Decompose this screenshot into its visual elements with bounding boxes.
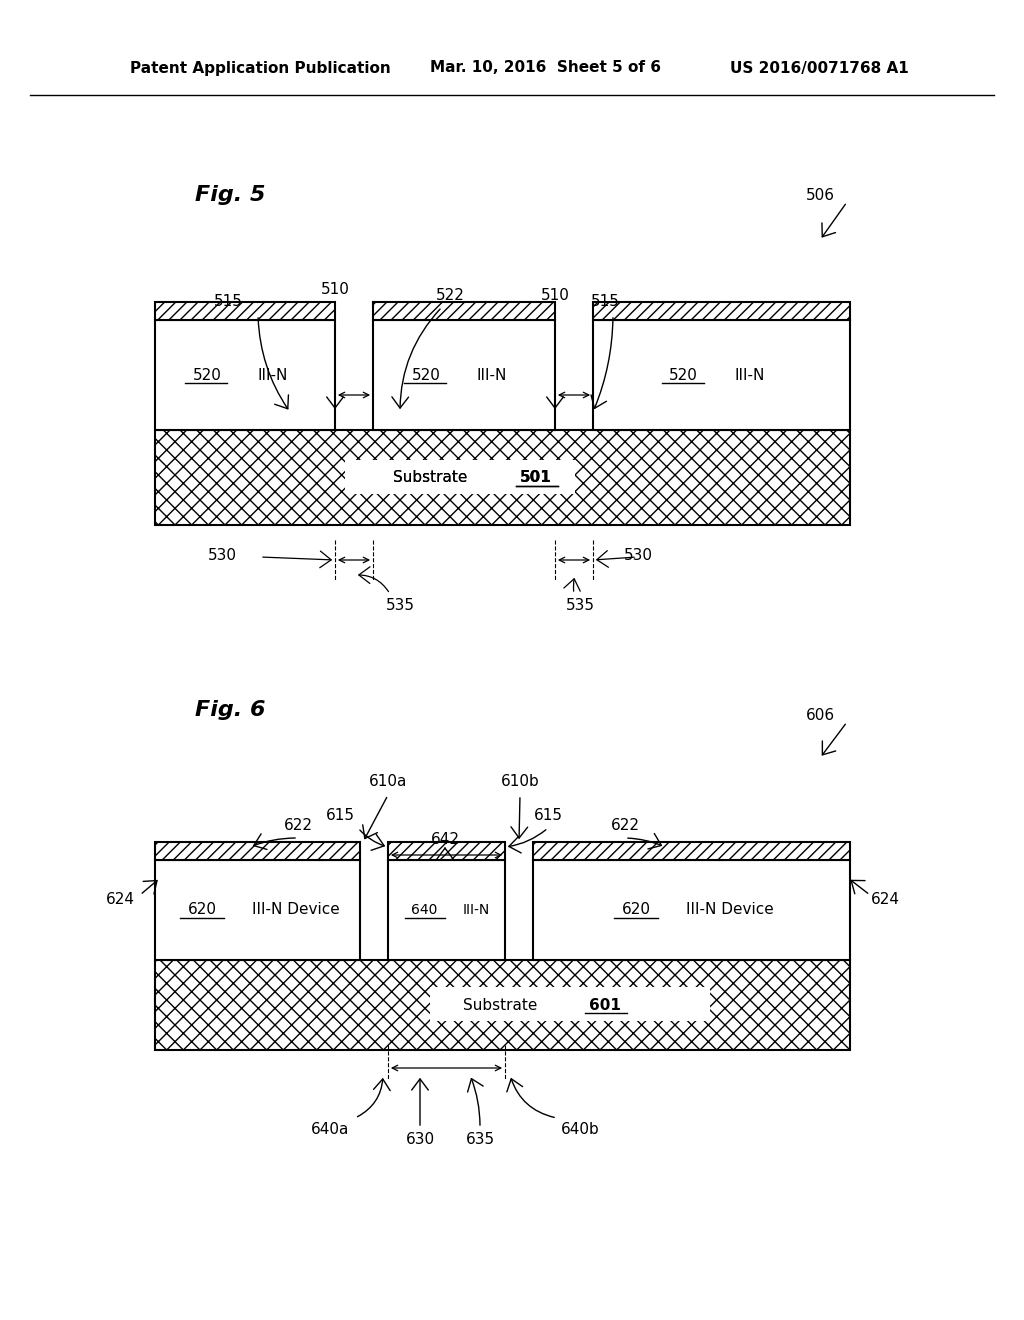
Text: 535: 535 [385,598,415,612]
Text: III-N Device: III-N Device [686,903,773,917]
Bar [155,302,335,319]
Bar [534,842,850,861]
Text: 535: 535 [565,598,595,612]
Text: 615: 615 [534,808,562,822]
Bar [534,861,850,960]
Bar [373,319,555,430]
Text: 606: 606 [806,708,835,722]
Text: 640: 640 [412,903,437,917]
Text: 515: 515 [591,294,620,309]
Text: 510: 510 [541,288,569,302]
Bar [373,302,555,319]
Text: III-N: III-N [258,367,288,383]
Text: 610a: 610a [369,775,408,789]
Text: 520: 520 [193,367,221,383]
Bar [155,842,360,861]
Text: 530: 530 [208,548,237,562]
Text: Fig. 6: Fig. 6 [195,700,265,719]
Bar [155,319,335,430]
Text: 522: 522 [435,288,465,302]
Bar [155,861,360,960]
Text: 635: 635 [466,1133,495,1147]
Bar [345,459,575,494]
Text: 640a: 640a [311,1122,349,1138]
Text: 624: 624 [105,892,134,908]
Bar [593,319,850,430]
Text: III-N: III-N [477,367,507,383]
Text: III-N Device: III-N Device [252,903,339,917]
Bar [593,302,850,319]
Text: 615: 615 [326,808,354,822]
Bar [155,430,850,525]
Text: Fig. 5: Fig. 5 [195,185,265,205]
Text: Substrate: Substrate [463,998,538,1012]
Bar [430,987,710,1020]
Text: 622: 622 [284,817,312,833]
Text: 520: 520 [669,367,698,383]
Text: Substrate: Substrate [393,470,467,484]
Text: 640b: 640b [560,1122,599,1138]
Text: 515: 515 [214,294,243,309]
Text: 501: 501 [520,470,552,484]
Text: 642: 642 [430,833,460,847]
Text: 620: 620 [622,903,651,917]
Text: 601: 601 [589,998,621,1012]
Text: 620: 620 [188,903,217,917]
Text: 506: 506 [806,187,835,202]
Text: III-N: III-N [463,903,490,917]
Text: 520: 520 [412,367,440,383]
Text: 630: 630 [406,1133,434,1147]
Text: US 2016/0071768 A1: US 2016/0071768 A1 [730,61,908,75]
Text: Substrate: Substrate [393,470,467,484]
Text: 622: 622 [610,817,640,833]
Text: 510: 510 [321,282,349,297]
Text: 501: 501 [520,470,552,484]
Text: Patent Application Publication: Patent Application Publication [130,61,391,75]
Text: 530: 530 [624,548,652,562]
Bar [388,861,505,960]
Text: Mar. 10, 2016  Sheet 5 of 6: Mar. 10, 2016 Sheet 5 of 6 [430,61,662,75]
Text: 610b: 610b [501,775,540,789]
Bar [388,842,505,861]
Text: 624: 624 [870,892,899,908]
Bar [155,960,850,1049]
Text: III-N: III-N [734,367,765,383]
